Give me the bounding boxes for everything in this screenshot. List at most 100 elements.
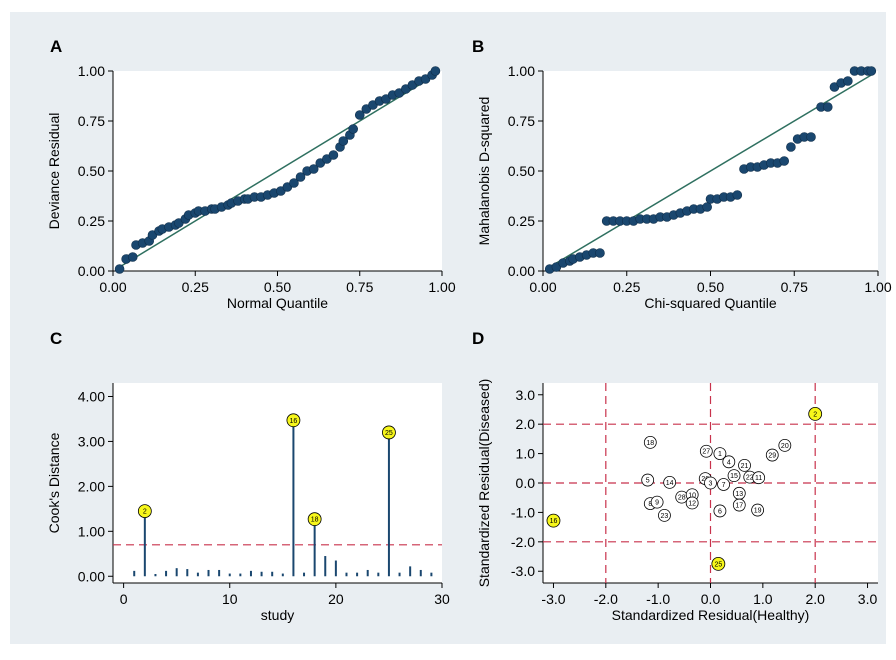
- point-marker-D-6: [713, 504, 727, 518]
- data-point-A-39: [338, 136, 349, 146]
- highlight-label-C-16: 16: [290, 418, 298, 425]
- y-tick-label-A-2: 0.50: [78, 163, 105, 179]
- data-point-A-42: [354, 110, 365, 120]
- x-tick-label-D-5: 2.0: [805, 591, 825, 607]
- y-axis-title-C: Cook's Distance: [46, 432, 62, 533]
- x-axis-title-D: Standardized Residual(Healthy): [612, 607, 810, 623]
- highlight-label-C-25: 25: [385, 430, 393, 437]
- x-tick-label-D-0: -3.0: [541, 591, 565, 607]
- point-label-D-3: 3: [709, 481, 713, 488]
- highlight-marker-C-2: [137, 504, 152, 518]
- y-tick-label-B-3: 0.75: [508, 113, 535, 129]
- x-tick-label-B-4: 1.00: [864, 279, 891, 295]
- point-label-D-14: 14: [666, 480, 674, 487]
- point-marker-D-15: [727, 469, 741, 483]
- x-tick-label-D-4: 1.0: [753, 591, 773, 607]
- highlight-marker-C-25: [382, 425, 396, 440]
- y-tick-label-B-1: 0.25: [508, 213, 535, 229]
- point-label-D-25: 25: [714, 561, 722, 568]
- panel-D: 2162518271421202951426371522111317196281…: [472, 329, 878, 623]
- x-tick-label-B-2: 0.50: [697, 279, 724, 295]
- x-tick-label-D-2: -1.0: [646, 591, 670, 607]
- panel-B: 0.00 0.25 0.50 0.75 1.00 0.00 0.25 0.50 0.75 1.00…: [472, 37, 892, 311]
- point-label-D-28: 28: [678, 495, 686, 502]
- point-marker-D-3: [704, 476, 717, 490]
- y-tick-label-D-1: -2.0: [511, 534, 535, 550]
- point-label-D-8: 8: [648, 501, 652, 508]
- x-axis-title-B: Chi-squared Quantile: [644, 295, 777, 311]
- point-label-D-23: 23: [661, 513, 669, 520]
- point-label-D-10: 10: [688, 492, 696, 499]
- panel-C: 2 16 18 25 0 10 20 30 0.00 1.00 2.00 3.00 4.00 study C…: [46, 329, 450, 623]
- point-marker-D-18: [643, 436, 657, 449]
- data-point-B-29: [732, 190, 743, 200]
- y-tick-label-C-0: 0.00: [78, 568, 105, 584]
- y-tick-label-D-3: 0.0: [516, 475, 536, 491]
- point-marker-D-14: [663, 476, 677, 489]
- point-label-D-17: 17: [735, 503, 743, 510]
- y-axis-title-B: Mahalanobis D-squared: [476, 97, 492, 246]
- point-marker-D-21: [738, 458, 751, 472]
- point-label-D-2: 2: [813, 411, 817, 418]
- data-point-A-34: [308, 164, 319, 174]
- x-axis-title-C: study: [261, 607, 294, 623]
- x-tick-label-C-3: 30: [434, 591, 450, 607]
- data-point-B-36: [779, 156, 790, 166]
- point-marker-D-16: [546, 513, 561, 528]
- x-tick-label-A-0: 0.00: [99, 279, 126, 295]
- x-tick-label-A-3: 0.75: [346, 279, 373, 295]
- point-label-D-7: 7: [722, 482, 726, 489]
- y-tick-label-D-5: 2.0: [516, 416, 536, 432]
- y-tick-label-A-4: 1.00: [78, 63, 105, 79]
- x-tick-label-D-3: 0.0: [701, 591, 721, 607]
- point-marker-D-5: [641, 473, 655, 487]
- point-label-D-5: 5: [646, 478, 650, 485]
- panel-label-C: C: [50, 329, 62, 348]
- point-label-D-15: 15: [730, 473, 738, 480]
- x-tick-label-C-2: 20: [328, 591, 344, 607]
- panel-label-B: B: [472, 37, 484, 56]
- point-marker-D-23: [658, 508, 671, 522]
- y-tick-label-B-2: 0.50: [508, 163, 535, 179]
- point-marker-D-7: [717, 478, 730, 491]
- data-point-A-54: [430, 66, 441, 76]
- point-label-D-12: 12: [688, 501, 696, 508]
- y-tick-label-C-4: 4.00: [78, 388, 105, 404]
- panel-label-D: D: [472, 329, 484, 348]
- y-tick-label-D-0: -3.0: [511, 563, 535, 579]
- data-point-B-42: [822, 102, 833, 112]
- point-label-D-21: 21: [741, 463, 749, 470]
- panel-label-A: A: [50, 37, 62, 56]
- point-marker-D-2: [808, 406, 823, 421]
- point-marker-D-4: [722, 455, 736, 469]
- y-tick-label-C-1: 1.00: [78, 523, 105, 539]
- point-marker-D-9: [650, 495, 664, 509]
- data-point-B-40: [806, 132, 816, 142]
- data-point-B-49: [866, 66, 877, 76]
- data-point-A-2: [127, 252, 138, 262]
- reference-line-A: [119, 74, 436, 268]
- x-tick-label-B-3: 0.75: [781, 279, 808, 295]
- x-axis-title-A: Normal Quantile: [227, 295, 328, 311]
- point-marker-D-25: [711, 556, 726, 571]
- point-label-D-19: 19: [754, 508, 762, 515]
- x-tick-label-A-1: 0.25: [182, 279, 209, 295]
- y-tick-label-D-6: 3.0: [516, 387, 536, 403]
- point-label-D-20: 20: [781, 443, 789, 450]
- data-point-A-32: [295, 172, 306, 182]
- plot-area-C: [113, 383, 442, 583]
- y-tick-label-A-0: 0.00: [78, 263, 105, 279]
- point-marker-D-29: [765, 448, 779, 462]
- x-tick-label-A-2: 0.50: [264, 279, 291, 295]
- point-label-D-22: 22: [746, 475, 754, 482]
- data-point-B-24: [702, 202, 712, 212]
- x-tick-label-B-1: 0.25: [613, 279, 640, 295]
- x-tick-label-C-1: 10: [222, 591, 238, 607]
- y-tick-label-D-2: -1.0: [511, 504, 535, 520]
- data-point-B-45: [843, 76, 853, 86]
- x-tick-label-D-6: 3.0: [858, 591, 878, 607]
- y-axis-title-D: Standardized Residual(Diseased): [476, 379, 492, 588]
- highlight-marker-C-16: [286, 413, 301, 428]
- data-point-A-41: [348, 124, 358, 134]
